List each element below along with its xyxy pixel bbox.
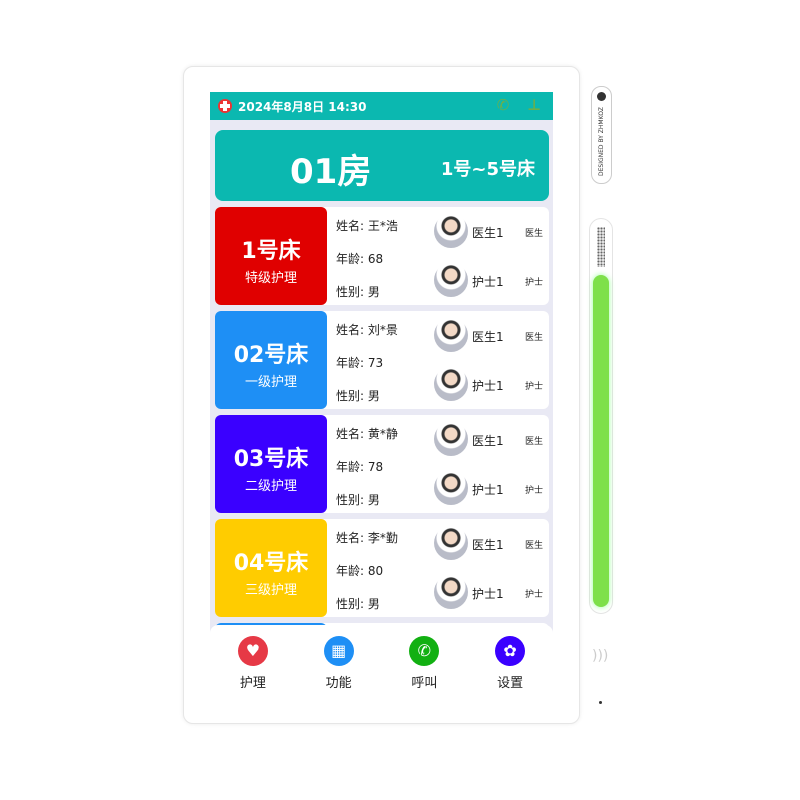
nurse-name: 护士1 [472, 275, 504, 289]
nurse-tag: 护士 [524, 382, 543, 392]
patient-name: 姓名: 李*勤 [336, 531, 398, 545]
nurse-avatar [434, 471, 468, 505]
network-icon[interactable]: ⊥ [527, 96, 541, 114]
datetime: 2024年8月8日 14:30 [238, 99, 367, 114]
care-level: 二级护理 [244, 479, 297, 494]
bed-card[interactable]: 1号床 特级护理 姓名: 王*浩 年龄: 68 性别: 男 医生1 医生 护士1… [215, 207, 549, 305]
bed-number: 03号床 [233, 447, 309, 472]
sensor-dot [599, 701, 602, 704]
bed-number: 02号床 [233, 343, 309, 368]
doctor-avatar [434, 214, 468, 248]
nurse-avatar [434, 575, 468, 609]
nurse-name: 护士1 [472, 483, 504, 497]
nav-phone[interactable]: ✆ 呼叫 [382, 625, 468, 700]
room-number: 01房 [290, 152, 372, 192]
patient-age: 年龄: 78 [336, 460, 384, 474]
patient-sex: 性别: 男 [336, 389, 380, 403]
bed-card[interactable]: 04号床 三级护理 姓名: 李*勤 年龄: 80 性别: 男 医生1 医生 护士… [215, 519, 549, 617]
doctor-name: 医生1 [472, 330, 504, 344]
bed-card[interactable]: 02号床 一级护理 姓名: 刘*景 年龄: 73 性别: 男 医生1 医生 护士… [215, 311, 549, 409]
doctor-name: 医生1 [472, 538, 504, 552]
bed-number: 1号床 [241, 239, 301, 264]
nav-apps[interactable]: ▦ 功能 [296, 625, 382, 700]
apps-icon: ▦ [323, 636, 354, 666]
patient-name: 姓名: 黄*静 [336, 427, 398, 441]
speaker-light-strip [589, 218, 613, 614]
bed-card[interactable]: 03号床 二级护理 姓名: 黄*静 年龄: 78 性别: 男 医生1 医生 护士… [215, 415, 549, 513]
room-header: 01房 1号~5号床 [215, 130, 549, 201]
nurse-tag: 护士 [524, 278, 543, 288]
bed-block: 04号床 三级护理 [215, 519, 327, 617]
patient-age: 年龄: 68 [336, 252, 384, 266]
patient-sex: 性别: 男 [336, 493, 380, 507]
doctor-name: 医生1 [472, 434, 504, 448]
care-level: 三级护理 [244, 583, 297, 598]
gear-icon: ✿ [495, 636, 526, 666]
status-light [593, 275, 609, 607]
status-bar: 2024年8月8日 14:30 ✆ ⊥ [210, 92, 553, 120]
patient-name: 姓名: 王*浩 [336, 219, 398, 233]
hospital-cross-icon [218, 99, 232, 113]
doctor-tag: 医生 [524, 333, 543, 343]
patient-age: 年龄: 80 [336, 564, 384, 578]
doctor-tag: 医生 [524, 541, 543, 551]
bed-range: 1号~5号床 [440, 159, 535, 180]
phone-icon: ✆ [409, 636, 440, 666]
nav-gear[interactable]: ✿ 设置 [467, 625, 553, 700]
nav-label: 护理 [239, 676, 266, 691]
nurse-name: 护士1 [472, 379, 504, 393]
doctor-name: 医生1 [472, 226, 504, 240]
nurse-tag: 护士 [524, 486, 543, 496]
nurse-tag: 护士 [524, 590, 543, 600]
bed-number: 04号床 [233, 551, 309, 576]
brand-text: DESIGNED BY ZHMKOZ [598, 106, 605, 176]
nav-label: 呼叫 [411, 676, 438, 691]
bottom-nav: ♥ 护理 ▦ 功能 ✆ 呼叫 ✿ 设置 [210, 625, 553, 700]
doctor-tag: 医生 [524, 437, 543, 447]
camera-icon [597, 92, 606, 101]
nav-label: 功能 [325, 676, 352, 691]
patient-sex: 性别: 男 [336, 597, 380, 611]
heart-icon: ♥ [237, 636, 268, 666]
patient-age: 年龄: 73 [336, 356, 384, 370]
screen: 2024年8月8日 14:30 ✆ ⊥ 01房 1号~5号床 1号床 特级护理 … [210, 92, 553, 700]
bed-block: 03号床 二级护理 [215, 415, 327, 513]
camera-strip: DESIGNED BY ZHMKOZ [591, 86, 612, 184]
bed-block: 02号床 一级护理 [215, 311, 327, 409]
patient-sex: 性别: 男 [336, 285, 380, 299]
nav-heart[interactable]: ♥ 护理 [210, 625, 296, 700]
nurse-avatar [434, 263, 468, 297]
care-level: 一级护理 [244, 375, 297, 390]
nav-label: 设置 [497, 676, 524, 691]
nfc-icon: ))) [592, 648, 609, 664]
doctor-tag: 医生 [524, 229, 543, 239]
care-level: 特级护理 [244, 271, 297, 286]
doctor-avatar [434, 318, 468, 352]
bed-block: 1号床 特级护理 [215, 207, 327, 305]
patient-name: 姓名: 刘*景 [336, 323, 398, 337]
nurse-name: 护士1 [472, 587, 504, 601]
nurse-avatar [434, 367, 468, 401]
doctor-avatar [434, 526, 468, 560]
phone-icon[interactable]: ✆ [496, 96, 510, 114]
doctor-avatar [434, 422, 468, 456]
speaker-grill [597, 227, 605, 267]
